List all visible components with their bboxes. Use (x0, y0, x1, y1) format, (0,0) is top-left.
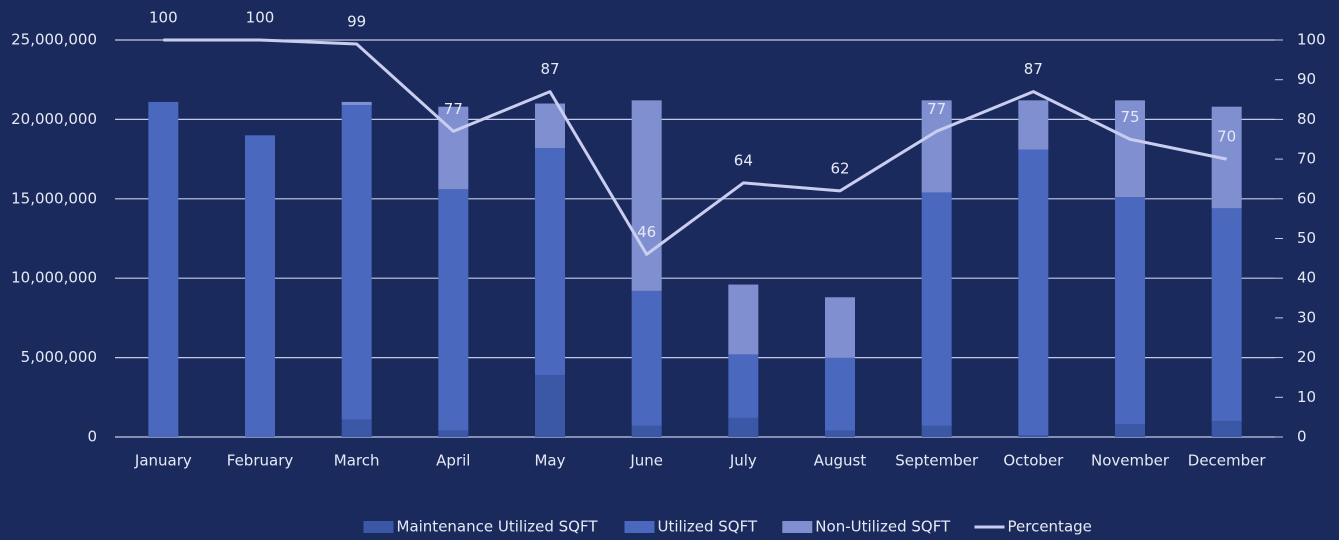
data-label: 62 (830, 159, 849, 177)
bar-segment (1115, 197, 1145, 425)
bar-segment (1211, 208, 1242, 422)
bar-segment (728, 417, 759, 437)
bar-segment (1018, 100, 1049, 150)
x-tick-label: January (134, 452, 192, 470)
bar-segment (631, 290, 662, 426)
x-tick-label: February (227, 452, 294, 470)
legend-label: Non-Utilized SQFT (815, 518, 951, 536)
y2-tick-label: 60 (1297, 189, 1316, 207)
legend-swatch (624, 521, 655, 533)
legend-label: Percentage (1008, 518, 1092, 536)
bar-segment (631, 425, 662, 437)
bar-segment (921, 425, 952, 437)
legend: Maintenance Utilized SQFT Utilized SQFT No… (363, 518, 1092, 536)
y2-tick-label: 50 (1297, 229, 1316, 247)
data-label: 100 (246, 9, 275, 27)
data-label: 77 (444, 100, 463, 118)
bar-segment (148, 101, 179, 437)
data-label: 46 (637, 223, 656, 241)
bar-segment (341, 101, 372, 106)
data-label: 100 (149, 9, 178, 27)
y2-tick-label: 40 (1297, 269, 1316, 287)
bar-segment (825, 430, 855, 437)
x-tick-label: September (895, 452, 979, 470)
y2-tick-label: 90 (1297, 70, 1316, 88)
x-tick-label: August (814, 452, 867, 470)
y-tick-label: 25,000,000 (11, 31, 97, 49)
y-tick-label: 5,000,000 (21, 348, 97, 366)
legend-swatch (363, 521, 394, 533)
y2-tick-label: 30 (1297, 308, 1316, 326)
bar-segment (825, 357, 855, 431)
bar-segment (1115, 100, 1145, 198)
x-tick-label: June (629, 452, 663, 470)
bar-segment (728, 284, 759, 355)
data-label: 77 (927, 100, 946, 118)
bar-segment (1018, 435, 1049, 437)
x-tick-label: March (334, 452, 380, 470)
bar-segment (921, 192, 952, 426)
x-tick-label: October (1003, 452, 1064, 470)
y-tick-label: 0 (87, 428, 97, 446)
y-tick-label: 20,000,000 (11, 110, 97, 128)
line-series (163, 38, 1227, 256)
bar-segment (438, 189, 469, 431)
y-tick-label: 10,000,000 (11, 269, 97, 287)
x-tick-label: July (729, 452, 757, 470)
bar-segment (438, 430, 469, 437)
bar-segment (1115, 424, 1145, 437)
data-label: 70 (1217, 128, 1236, 146)
data-label: 64 (734, 151, 753, 169)
bar-segment (1211, 421, 1242, 437)
legend-label: Utilized SQFT (658, 518, 758, 536)
data-label: 87 (540, 60, 559, 78)
x-tick-label: November (1091, 452, 1170, 470)
x-tick-label: April (436, 452, 470, 470)
bar-segment (825, 297, 855, 358)
y2-tick-label: 80 (1297, 110, 1316, 128)
bar-segment (341, 419, 372, 437)
data-label: 75 (1120, 108, 1139, 126)
bar-segment (728, 354, 759, 418)
y2-tick-label: 70 (1297, 150, 1316, 168)
x-tick-label: May (534, 452, 565, 470)
bar-segment (921, 100, 952, 193)
legend-label: Maintenance Utilized SQFT (397, 518, 599, 536)
bar-segment (1018, 149, 1049, 436)
bar-segment (245, 135, 275, 437)
data-label: 87 (1024, 60, 1043, 78)
bar-segment (631, 100, 662, 291)
bar-segment (535, 147, 565, 376)
x-tick-label: December (1188, 452, 1267, 470)
bar-segment (341, 105, 372, 420)
legend-swatch (782, 521, 813, 533)
y2-tick-label: 20 (1297, 348, 1316, 366)
bar-segment (535, 375, 565, 437)
y2-tick-label: 10 (1297, 388, 1316, 406)
bar-segment (438, 106, 469, 190)
y2-tick-label: 0 (1297, 428, 1307, 446)
data-label: 99 (347, 12, 366, 30)
y-tick-label: 15,000,000 (11, 189, 97, 207)
y2-tick-label: 100 (1297, 31, 1326, 49)
